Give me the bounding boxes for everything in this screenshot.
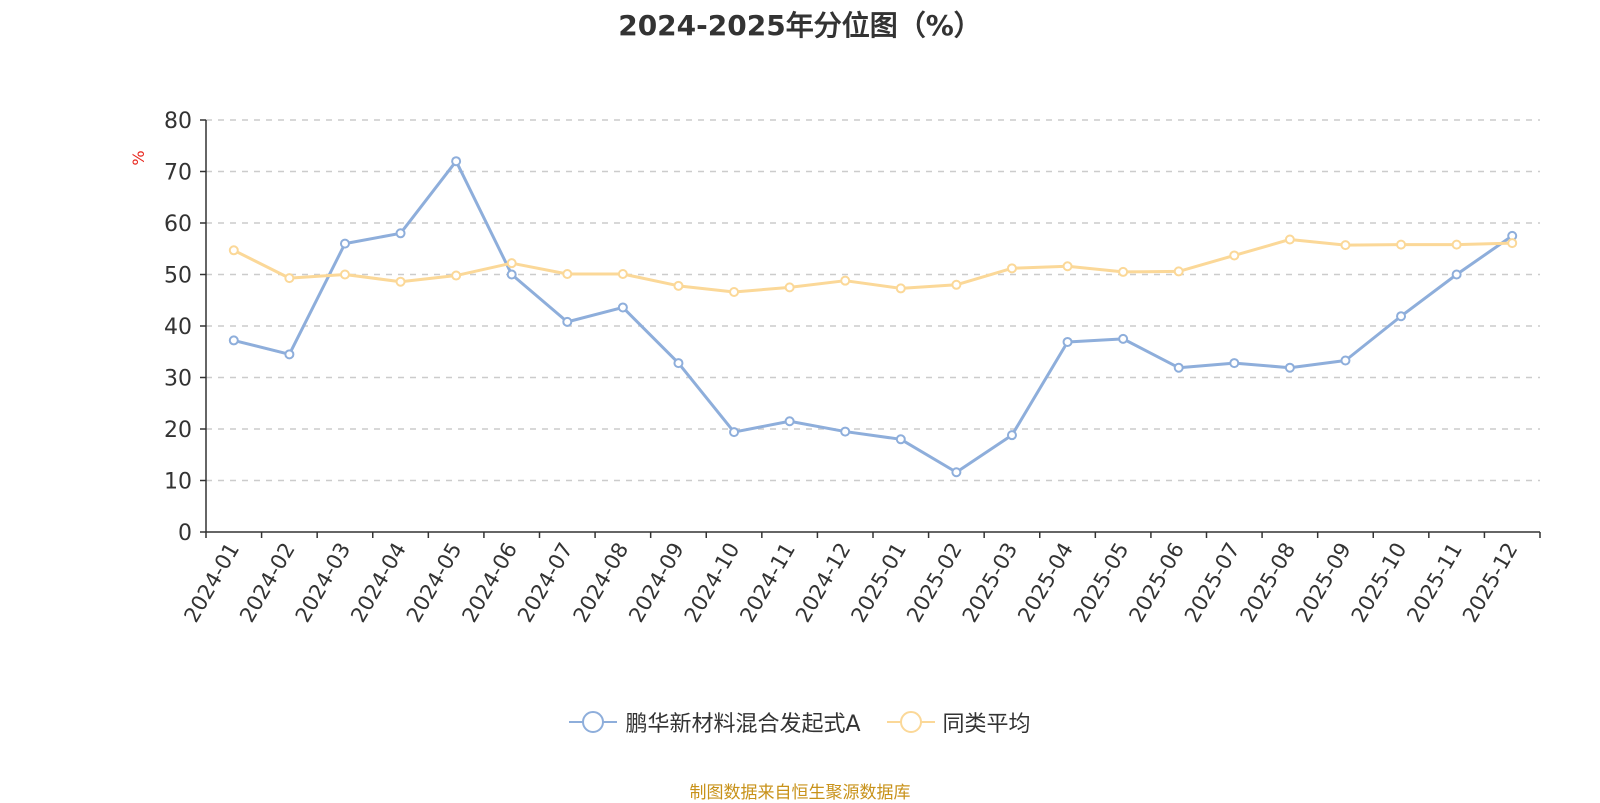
grid-lines xyxy=(206,119,1540,482)
x-tick-label-2024-03: 2024-03 xyxy=(291,539,356,627)
x-tick-label-2025-04: 2025-04 xyxy=(1013,539,1078,627)
x-tick-label-2024-08: 2024-08 xyxy=(569,539,634,627)
y-tick-label-30: 30 xyxy=(164,367,192,392)
series-0-point-2024-05 xyxy=(451,156,462,167)
series-1-point-2024-06 xyxy=(506,258,517,269)
series-1-point-2025-07 xyxy=(1229,250,1240,261)
series-1-point-2025-03 xyxy=(1006,263,1017,274)
series-0-point-2024-10 xyxy=(729,427,740,438)
series-0-point-2024-06 xyxy=(506,269,517,280)
series-1-point-2024-09 xyxy=(673,280,684,291)
y-tick-label-60: 60 xyxy=(164,212,192,237)
legend-average-line-icon xyxy=(886,711,935,733)
x-tick-label-2024-04: 2024-04 xyxy=(346,539,411,627)
y-tick-label-20: 20 xyxy=(164,418,192,443)
series-0-point-2025-10 xyxy=(1396,311,1407,322)
series-0-point-2025-08 xyxy=(1284,362,1295,373)
series-1-point-2024-08 xyxy=(617,268,628,279)
series-0-point-2025-05 xyxy=(1118,333,1129,344)
series-1-point-2025-04 xyxy=(1062,261,1073,272)
x-tick-label-2025-01: 2025-01 xyxy=(846,539,911,627)
series-0-point-2024-02 xyxy=(284,349,295,360)
series-1-point-2024-03 xyxy=(339,269,350,280)
x-tick-label-2025-12: 2025-12 xyxy=(1458,539,1523,627)
series-lines xyxy=(228,156,1518,478)
series-0-point-2024-09 xyxy=(673,358,684,369)
y-tick-label-80: 80 xyxy=(164,109,192,134)
series-0-point-2025-06 xyxy=(1173,362,1184,373)
series-1-point-2024-12 xyxy=(840,275,851,286)
series-0-point-2025-02 xyxy=(951,467,962,478)
series-1-point-2024-11 xyxy=(784,282,795,293)
series-0-point-2024-01 xyxy=(228,335,239,346)
x-tick-label-2024-05: 2024-05 xyxy=(402,539,467,627)
series-0-point-2024-07 xyxy=(562,316,573,327)
x-tick-label-2024-07: 2024-07 xyxy=(513,539,578,627)
legend-item-fund[interactable]: 鹏华新材料混合发起式A xyxy=(569,706,861,738)
series-line-0 xyxy=(233,159,1514,474)
x-tick-label-2024-11: 2024-11 xyxy=(735,539,800,627)
legend: 鹏华新材料混合发起式A 同类平均 xyxy=(0,706,1600,738)
series-0-point-2024-11 xyxy=(784,416,795,427)
series-1-point-2024-07 xyxy=(562,268,573,279)
series-1-point-2024-10 xyxy=(729,287,740,298)
series-0-point-2025-04 xyxy=(1062,336,1073,347)
y-tick-label-70: 70 xyxy=(164,161,192,186)
series-1-point-2025-02 xyxy=(951,279,962,290)
series-1-point-2025-08 xyxy=(1284,234,1295,245)
series-1-point-2025-05 xyxy=(1118,266,1129,277)
legend-item-average[interactable]: 同类平均 xyxy=(886,706,1031,738)
x-tick-label-2025-02: 2025-02 xyxy=(902,539,967,627)
series-1-point-2025-09 xyxy=(1340,240,1351,251)
y-tick-label-0: 0 xyxy=(178,521,192,546)
x-tick-label-2024-12: 2024-12 xyxy=(791,539,856,627)
series-1-point-2024-02 xyxy=(284,273,295,284)
y-tick-label-40: 40 xyxy=(164,315,192,340)
x-tick-label-2024-10: 2024-10 xyxy=(680,539,745,627)
x-tick-label-2025-10: 2025-10 xyxy=(1347,539,1412,627)
legend-fund-line-icon xyxy=(569,711,618,733)
series-1-point-2024-01 xyxy=(228,245,239,256)
legend-fund-label: 鹏华新材料混合发起式A xyxy=(625,712,861,737)
x-tick-label-2025-03: 2025-03 xyxy=(958,538,1023,626)
series-0-point-2025-11 xyxy=(1451,269,1462,280)
series-1-point-2025-06 xyxy=(1173,266,1184,277)
y-tick-label-50: 50 xyxy=(164,264,192,289)
series-0-point-2024-04 xyxy=(395,228,406,239)
series-1-point-2024-05 xyxy=(451,270,462,281)
x-tick-label-2024-01: 2024-01 xyxy=(179,539,244,627)
x-tick-label-2025-08: 2025-08 xyxy=(1236,539,1301,627)
x-tick-label-2025-09: 2025-09 xyxy=(1291,539,1356,627)
chart-title: 2024-2025年分位图（%） xyxy=(618,9,982,42)
series-1-point-2025-10 xyxy=(1396,239,1407,250)
series-1-point-2025-11 xyxy=(1451,239,1462,250)
x-tick-label-2025-07: 2025-07 xyxy=(1180,539,1245,627)
axes: 010203040506070802024-012024-022024-0320… xyxy=(164,109,1541,627)
x-tick-label-2025-06: 2025-06 xyxy=(1124,539,1189,627)
y-axis-unit-label: % xyxy=(129,150,148,165)
series-0-point-2025-09 xyxy=(1340,355,1351,366)
series-0-point-2024-12 xyxy=(840,426,851,437)
x-tick-label-2025-11: 2025-11 xyxy=(1402,539,1467,627)
series-0-point-2024-08 xyxy=(617,302,628,313)
x-tick-label-2024-09: 2024-09 xyxy=(624,539,689,627)
x-tick-label-2025-05: 2025-05 xyxy=(1069,539,1134,627)
series-1-point-2025-01 xyxy=(895,283,906,294)
series-0-point-2025-03 xyxy=(1006,430,1017,441)
series-0-point-2025-07 xyxy=(1229,358,1240,369)
x-tick-label-2024-06: 2024-06 xyxy=(457,539,522,627)
source-note: 制图数据来自恒生聚源数据库 xyxy=(689,783,911,803)
series-1-point-2025-12 xyxy=(1507,238,1518,249)
series-1-point-2024-04 xyxy=(395,276,406,287)
y-tick-label-10: 10 xyxy=(164,470,192,495)
series-0-point-2025-01 xyxy=(895,434,906,445)
series-0-point-2024-03 xyxy=(339,238,350,249)
series-line-1 xyxy=(233,237,1513,294)
legend-average-label: 同类平均 xyxy=(942,712,1031,737)
x-tick-label-2024-02: 2024-02 xyxy=(235,539,300,627)
